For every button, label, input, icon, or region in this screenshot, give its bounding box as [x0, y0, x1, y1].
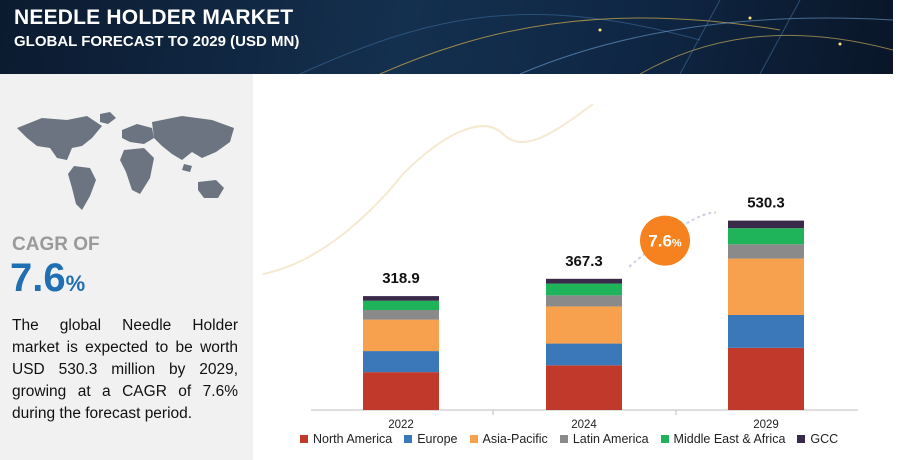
x-tick-label: 2022: [388, 419, 414, 431]
chart-legend: North America Europe Asia-Pacific Latin Ame…: [300, 430, 890, 448]
cagr-badge-label: 7.6%: [648, 232, 682, 251]
cagr-label: CAGR OF: [12, 234, 100, 255]
legend-label: Europe: [417, 432, 458, 446]
page-title: NEEDLE HOLDER MARKET: [14, 6, 294, 29]
legend-swatch: [404, 435, 413, 443]
legend-label: Asia-Pacific: [482, 432, 548, 446]
bar-segment: [728, 258, 804, 315]
page-subtitle: GLOBAL FORECAST TO 2029 (USD MN): [14, 33, 300, 50]
bar-total-label: 530.3: [747, 195, 785, 212]
chart-area: 318.9 2022 367.3 2024 530.3 2029 7.6%: [253, 74, 893, 460]
bar-segment: [728, 220, 804, 229]
bar-segment: [546, 278, 622, 284]
legend-swatch: [469, 435, 478, 443]
decorative-curve: [262, 103, 594, 275]
bar-segment: [363, 319, 439, 352]
bar-segment: [546, 295, 622, 307]
bar-segment: [546, 343, 622, 366]
legend-swatch: [559, 435, 568, 443]
world-map-icon: [17, 112, 234, 210]
bar-segment: [728, 347, 804, 410]
bar-segment: [363, 351, 439, 373]
legend-swatch: [300, 435, 308, 443]
bar-segment: [546, 306, 622, 344]
legend-item: GCC: [797, 432, 838, 446]
legend-swatch: [797, 435, 806, 443]
legend-swatch: [660, 435, 669, 443]
bar-segment: [728, 244, 804, 259]
stacked-bar-chart: 318.9 2022 367.3 2024 530.3 2029 7.6%: [262, 103, 858, 431]
x-tick-label: 2029: [753, 419, 779, 431]
bar-segment: [728, 315, 804, 348]
legend-label: GCC: [810, 432, 839, 446]
bar-segment: [546, 283, 622, 296]
bar-segment: [363, 296, 439, 301]
bar-total-label: 318.9: [382, 270, 420, 287]
bar-segment: [546, 365, 622, 410]
cagr-badge: [640, 215, 690, 266]
legend-label: Middle East & Africa: [673, 432, 786, 446]
bar-total-label: 367.3: [565, 253, 603, 270]
bar-segment: [363, 310, 439, 320]
bar-segment: [363, 372, 439, 410]
bar-segment: [363, 300, 439, 310]
banner-background-graphic: [299, 0, 893, 74]
legend-item: Europe: [404, 432, 458, 446]
legend-label: North America: [313, 432, 393, 446]
x-tick-label: 2024: [571, 419, 597, 431]
header-banner: NEEDLE HOLDER MARKET GLOBAL FORECAST TO …: [0, 0, 893, 74]
cagr-value: 7.6%: [10, 256, 85, 306]
legend-item: Middle East & Africa: [660, 432, 786, 446]
legend-item: Latin America: [559, 432, 649, 446]
legend-label: Latin America: [572, 432, 649, 446]
cagr-number: 7.6: [10, 256, 66, 300]
summary-panel: CAGR OF 7.6% The global Needle Holder ma…: [0, 74, 253, 460]
legend-item: North America: [300, 432, 392, 446]
cagr-percent-sign: %: [65, 271, 86, 296]
market-description: The global Needle Holder market is expec…: [12, 317, 238, 422]
bar-segment: [728, 228, 804, 245]
legend-item: Asia-Pacific: [469, 432, 548, 446]
